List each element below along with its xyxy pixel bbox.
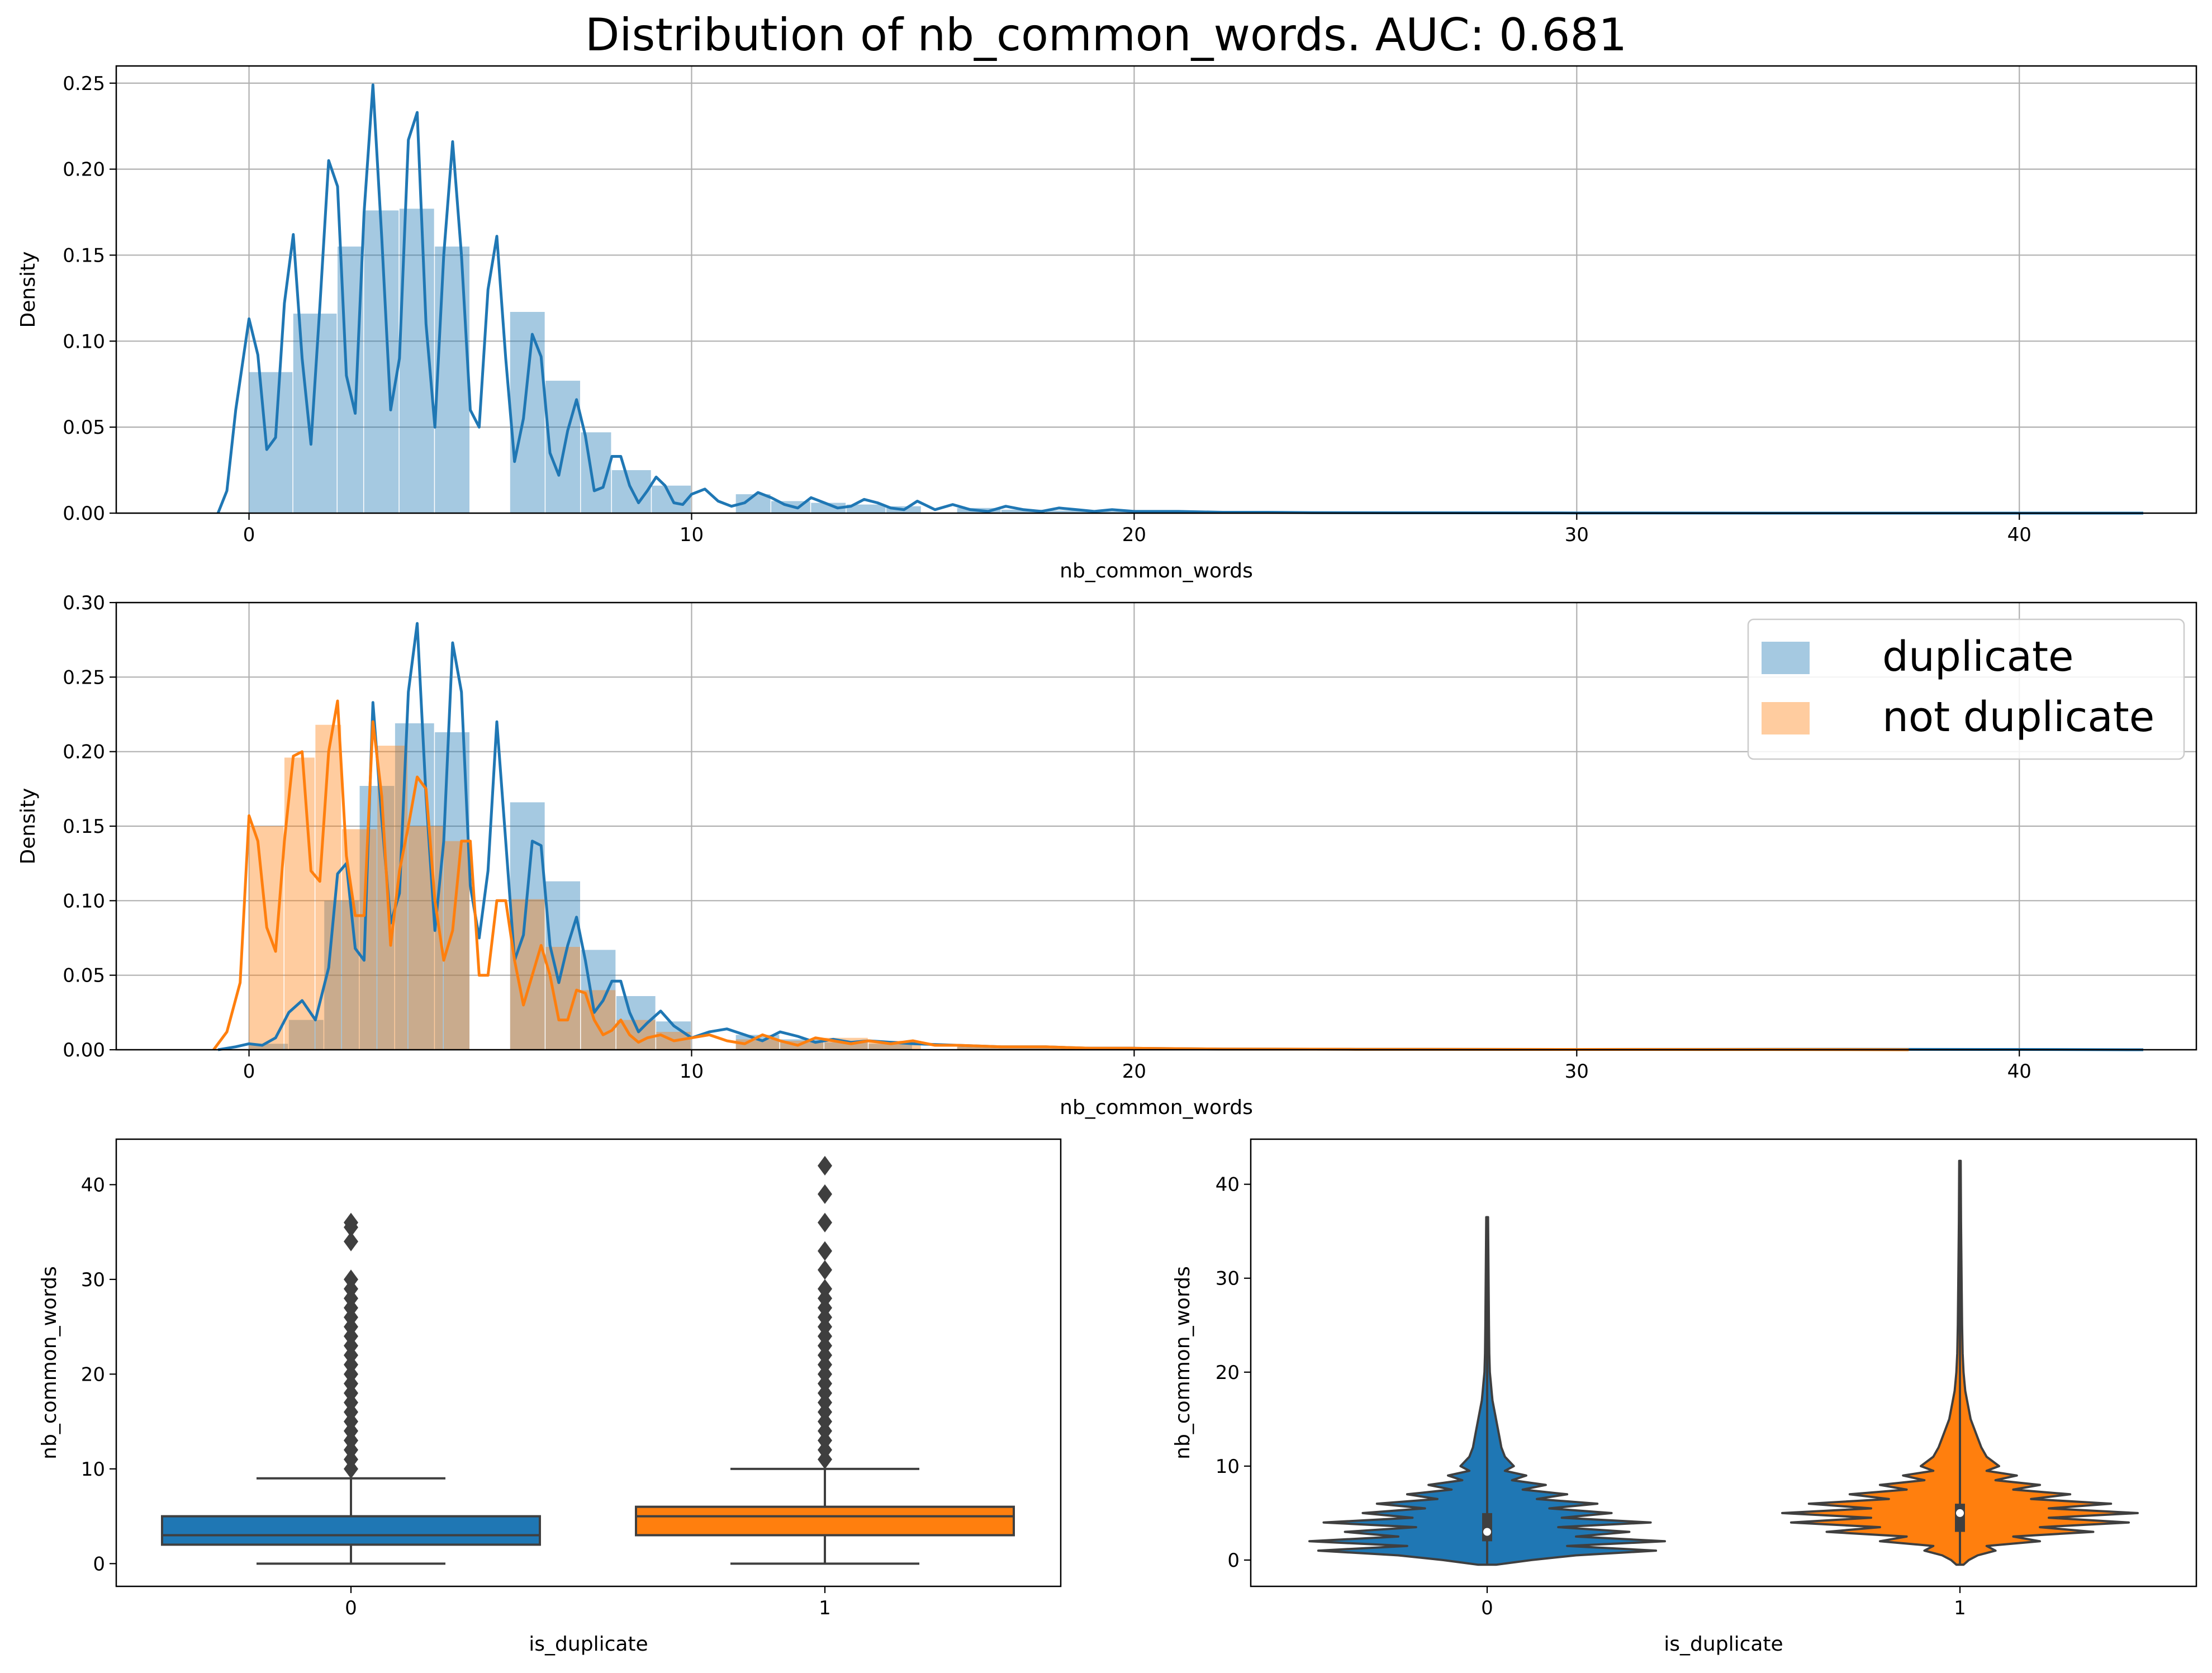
legend-label: not duplicate bbox=[1882, 693, 2154, 741]
outlier-marker bbox=[818, 1184, 832, 1204]
outlier-marker bbox=[818, 1279, 832, 1299]
kde-line-not-duplicate bbox=[212, 699, 1909, 1051]
x-axis-label: nb_common_words bbox=[1060, 560, 1253, 582]
x-tick-label: 30 bbox=[1565, 1060, 1589, 1083]
histogram-bar-not-duplicate bbox=[249, 826, 284, 1050]
x-tick-label: 0 bbox=[345, 1597, 357, 1619]
y-axis-label: nb_common_words bbox=[38, 1266, 61, 1459]
y-axis-label: Density bbox=[17, 788, 40, 865]
y-tick-label: 0.20 bbox=[63, 159, 105, 181]
y-tick-label: 0.10 bbox=[63, 890, 105, 912]
axes-frame bbox=[1250, 1138, 2197, 1587]
outlier-marker bbox=[344, 1212, 358, 1233]
y-tick-label: 10 bbox=[81, 1458, 105, 1481]
x-tick-label: 30 bbox=[1565, 524, 1589, 546]
outlier-marker bbox=[818, 1260, 832, 1280]
histogram-by-class-panel: 0 10 20 30 40 0.00 0.05 0.10 0.15 0.20 0.25 0.30 nb_… bbox=[17, 592, 2197, 1119]
x-tick-label: 1 bbox=[1954, 1597, 1966, 1619]
outlier-marker bbox=[344, 1269, 358, 1290]
x-tick-label: 10 bbox=[680, 1060, 704, 1083]
x-tick-label: 40 bbox=[2007, 1060, 2031, 1083]
y-tick-label: 0.15 bbox=[63, 244, 105, 267]
y-tick-label: 20 bbox=[1216, 1362, 1240, 1384]
y-tick-label: 0.05 bbox=[63, 416, 105, 439]
kde-line bbox=[216, 83, 2143, 515]
legend-label: duplicate bbox=[1882, 633, 2074, 681]
x-tick-label: 1 bbox=[819, 1597, 831, 1619]
y-tick-label: 0.00 bbox=[63, 1039, 105, 1061]
y-tick-label: 0.15 bbox=[63, 816, 105, 838]
outlier-marker bbox=[818, 1155, 832, 1176]
y-tick-label: 0.10 bbox=[63, 330, 105, 353]
y-tick-label: 0.30 bbox=[63, 592, 105, 614]
outlier-marker bbox=[818, 1241, 832, 1261]
legend-swatch bbox=[1762, 702, 1810, 734]
histogram-bar-duplicate bbox=[288, 1020, 324, 1050]
histogram-bar bbox=[1046, 510, 1089, 513]
histogram-bar bbox=[1001, 509, 1045, 513]
x-tick-label: 20 bbox=[1122, 1060, 1146, 1083]
legend-swatch bbox=[1762, 642, 1810, 674]
violin-iqr-bar bbox=[1482, 1513, 1492, 1542]
legend-frame bbox=[1747, 618, 2185, 760]
y-tick-label: 40 bbox=[1216, 1174, 1240, 1196]
y-tick-label: 40 bbox=[81, 1174, 105, 1196]
histogram-bar-duplicate bbox=[435, 732, 470, 1050]
x-tick-label: 0 bbox=[243, 1060, 255, 1083]
histogram-bar-duplicate bbox=[868, 1044, 912, 1050]
y-axis-label: nb_common_words bbox=[1171, 1266, 1194, 1459]
histogram-bar bbox=[846, 504, 886, 513]
x-tick-label: 40 bbox=[2007, 524, 2031, 546]
histogram-bar-not-duplicate bbox=[957, 1046, 1133, 1050]
violin-iqr-bar bbox=[1955, 1504, 1965, 1532]
axes-frame bbox=[115, 65, 2197, 514]
histogram-bar bbox=[364, 210, 399, 513]
kde-line-duplicate bbox=[217, 622, 2144, 1051]
y-tick-label: 0.25 bbox=[63, 73, 105, 95]
histogram-bar-not-duplicate bbox=[408, 826, 443, 1050]
y-tick-label: 10 bbox=[1216, 1456, 1240, 1478]
x-tick-label: 0 bbox=[1481, 1597, 1493, 1619]
y-tick-label: 30 bbox=[1216, 1268, 1240, 1290]
y-tick-label: 0 bbox=[93, 1553, 105, 1575]
y-tick-label: 0.25 bbox=[63, 666, 105, 689]
y-tick-label: 0.00 bbox=[63, 503, 105, 525]
y-tick-label: 0.05 bbox=[63, 965, 105, 987]
violin-median-dot bbox=[1483, 1528, 1491, 1536]
axes-frame bbox=[115, 1138, 1062, 1587]
y-tick-label: 0 bbox=[1227, 1549, 1240, 1572]
figure-title: Distribution of nb_common_words. AUC: 0.… bbox=[585, 9, 1627, 61]
y-tick-label: 0.20 bbox=[63, 741, 105, 764]
x-tick-label: 20 bbox=[1122, 524, 1146, 546]
violin-median-dot bbox=[1956, 1509, 1964, 1517]
y-tick-label: 20 bbox=[81, 1363, 105, 1386]
y-tick-label: 30 bbox=[81, 1269, 105, 1291]
histogram-bar-duplicate bbox=[395, 723, 434, 1050]
x-axis-label: nb_common_words bbox=[1060, 1096, 1253, 1119]
outlier-marker bbox=[344, 1231, 358, 1252]
box-iqr bbox=[161, 1515, 541, 1546]
x-tick-label: 0 bbox=[243, 524, 255, 546]
box-iqr bbox=[635, 1505, 1015, 1537]
histogram-bar bbox=[510, 312, 545, 513]
y-axis-label: Density bbox=[17, 252, 40, 328]
legend: duplicate not duplicate bbox=[1747, 618, 2185, 760]
histogram-all-panel: 0 10 20 30 40 0.00 0.05 0.10 0.15 0.20 0.25 nb_comm… bbox=[17, 65, 2197, 582]
histogram-bar-duplicate bbox=[957, 1046, 1133, 1050]
histogram-bar bbox=[811, 503, 846, 513]
outlier-marker bbox=[818, 1212, 832, 1233]
x-tick-label: 10 bbox=[680, 524, 704, 546]
x-axis-label: is_duplicate bbox=[529, 1633, 648, 1656]
histogram-bar-duplicate bbox=[249, 1044, 288, 1050]
histogram-bar-not-duplicate bbox=[510, 899, 545, 1050]
x-axis-label: is_duplicate bbox=[1664, 1633, 1783, 1656]
